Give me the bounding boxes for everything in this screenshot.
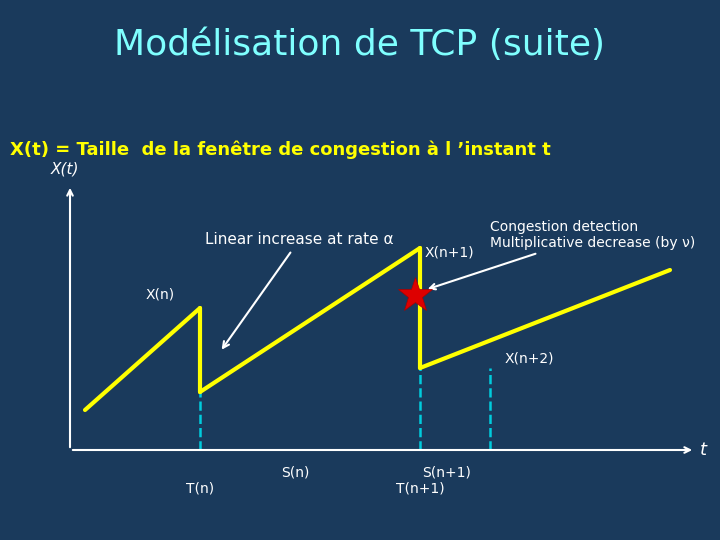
Text: T(n): T(n) <box>186 482 214 496</box>
Text: Modélisation de TCP (suite): Modélisation de TCP (suite) <box>114 28 606 62</box>
Text: X(n+2): X(n+2) <box>505 351 554 365</box>
Text: X(n): X(n) <box>146 288 175 302</box>
Text: S(n+1): S(n+1) <box>422 465 471 479</box>
Text: X(t): X(t) <box>50 162 79 177</box>
Text: X(t) = Taille  de la fenêtre de congestion à l ’instant t: X(t) = Taille de la fenêtre de congestio… <box>10 141 551 159</box>
Text: S(n): S(n) <box>281 465 309 479</box>
Text: X(n+1): X(n+1) <box>425 245 474 259</box>
Text: Congestion detection
Multiplicative decrease (by ν): Congestion detection Multiplicative decr… <box>430 220 696 289</box>
Text: Linear increase at rate α: Linear increase at rate α <box>205 233 394 348</box>
Text: t: t <box>700 441 707 459</box>
Text: T(n+1): T(n+1) <box>396 482 444 496</box>
